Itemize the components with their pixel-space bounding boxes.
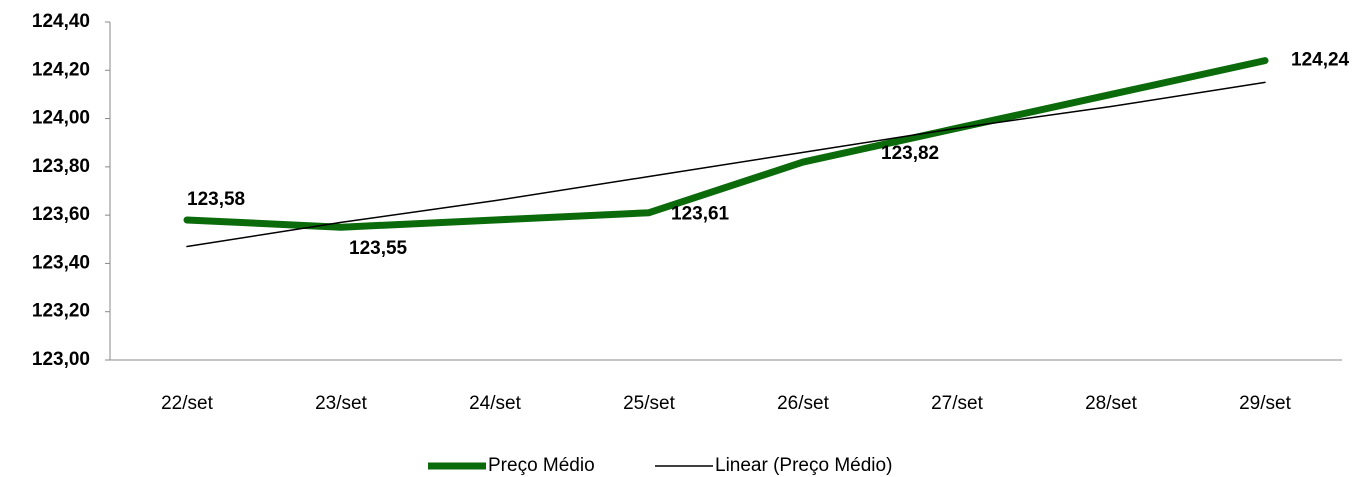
x-tick-label: 23/set [315,393,367,414]
data-label: 124,24 [1291,50,1350,71]
data-label: 123,82 [881,143,939,164]
data-label: 123,55 [349,238,408,259]
y-tick-label: 124,20 [32,59,90,80]
y-tick-label: 124,00 [32,108,90,129]
y-tick-label: 124,40 [32,11,90,32]
data-label: 123,61 [671,204,730,225]
trend-line [186,81,1266,248]
y-tick-label: 123,00 [32,349,90,370]
y-tick-label: 123,40 [32,252,90,273]
x-tick-label: 25/set [623,393,675,414]
y-tick-label: 123,20 [32,301,90,322]
x-tick-label: 28/set [1085,393,1137,414]
x-tick-label: 27/set [931,393,983,414]
data-label: 123,58 [187,189,245,210]
price-line [183,57,1269,231]
legend-label: Linear (Preço Médio) [715,455,892,476]
legend-label: Preço Médio [488,455,595,476]
x-tick-label: 26/set [777,393,829,414]
x-tick-label: 22/set [161,393,213,414]
x-tick-label: 29/set [1239,393,1291,414]
y-tick-label: 123,80 [32,156,90,177]
x-tick-label: 24/set [469,393,521,414]
y-tick-label: 123,60 [32,204,90,225]
